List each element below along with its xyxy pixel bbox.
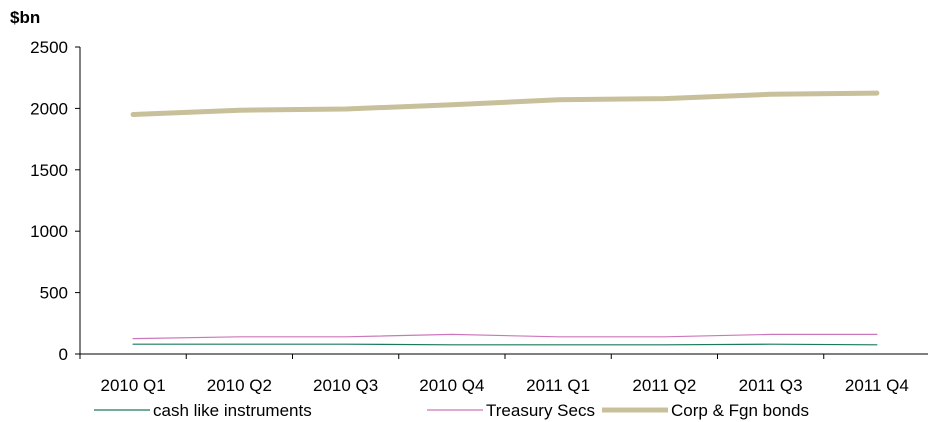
x-tick-label: 2010 Q4 [419, 376, 484, 395]
x-tick-label: 2010 Q3 [313, 376, 378, 395]
y-tick-label: 1500 [30, 161, 68, 180]
legend-label: Treasury Secs [486, 401, 595, 420]
x-tick-label: 2010 Q2 [207, 376, 272, 395]
x-tick-label: 2011 Q1 [526, 376, 590, 395]
x-tick-label: 2011 Q3 [739, 376, 803, 395]
unit-label: $bn [10, 8, 40, 27]
y-tick-label: 1000 [30, 222, 68, 241]
legend: cash like instruments Treasury Secs Corp &… [94, 401, 809, 420]
series-line-1 [132, 343, 878, 346]
y-tick-labels: 0 500 1000 1500 2000 2500 [30, 38, 68, 364]
series-lines [130, 90, 880, 346]
y-tick-label: 2500 [30, 38, 68, 57]
y-tick-label: 0 [59, 345, 68, 364]
legend-label: cash like instruments [153, 401, 312, 420]
series-line-3 [130, 90, 880, 117]
legend-label: Corp & Fgn bonds [671, 401, 809, 420]
axes [75, 46, 928, 359]
x-tick-label: 2011 Q4 [845, 376, 909, 395]
y-tick-label: 500 [40, 284, 68, 303]
x-tick-label: 2011 Q2 [632, 376, 696, 395]
y-tick-label: 2000 [30, 99, 68, 118]
x-tick-label: 2010 Q1 [101, 376, 166, 395]
series-line-2 [132, 333, 878, 340]
x-tick-labels: 2010 Q1 2010 Q2 2010 Q3 2010 Q4 2011 Q1 2011 … [101, 376, 909, 395]
